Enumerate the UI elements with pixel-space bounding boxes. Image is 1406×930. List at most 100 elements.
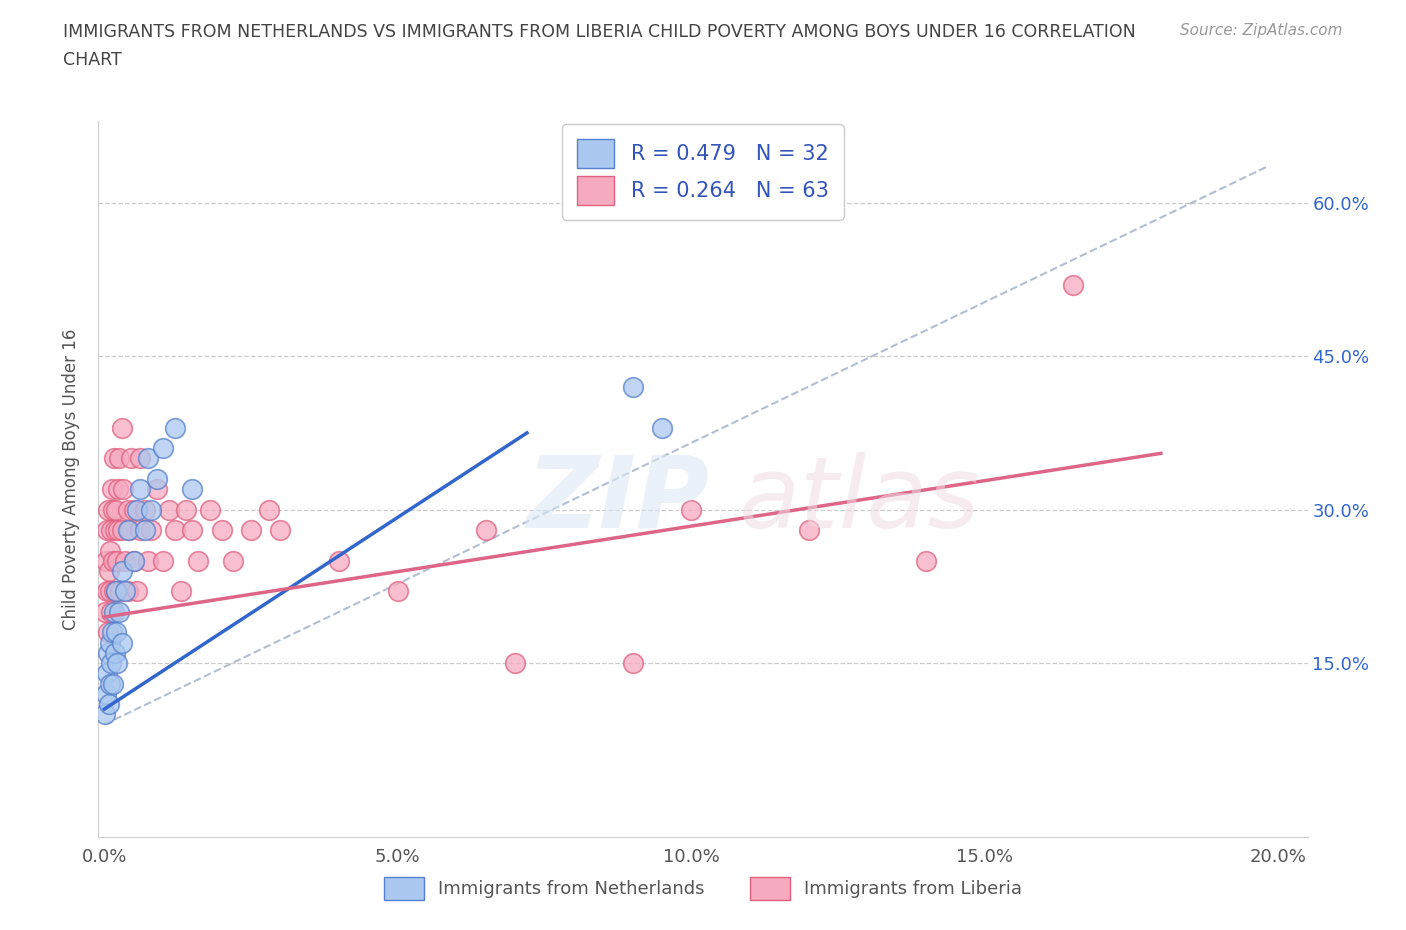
Point [269,523,291,538]
Point [98,635,121,650]
Point [169,584,191,599]
Point [103,584,125,599]
Point [112,482,135,497]
Point [146,472,169,486]
Point [117,502,139,517]
Point [94,553,117,568]
Point [101,625,124,640]
Point [105,584,128,599]
Point [98,584,121,599]
Point [100,523,122,538]
Point [681,502,703,517]
Point [141,523,163,538]
Point [117,523,139,538]
Point [97,502,120,517]
Point [98,543,121,558]
Point [101,676,124,691]
Point [141,502,163,517]
Point [125,584,148,599]
Point [105,625,128,640]
Point [111,635,134,650]
Point [797,523,820,538]
Text: Source: ZipAtlas.com: Source: ZipAtlas.com [1180,23,1343,38]
Point [101,553,124,568]
Point [146,482,169,497]
Point [97,645,120,660]
Point [103,604,125,619]
Point [111,523,134,538]
Legend: Immigrants from Netherlands, Immigrants from Liberia: Immigrants from Netherlands, Immigrants … [377,870,1029,907]
Point [111,564,134,578]
Point [128,523,150,538]
Point [108,451,131,466]
Point [621,379,644,394]
Point [211,523,233,538]
Point [107,482,129,497]
Point [122,502,145,517]
Point [176,502,198,517]
Point [94,604,117,619]
Point [134,502,156,517]
Point [98,697,121,711]
Point [105,656,128,671]
Point [101,482,124,497]
Point [152,553,174,568]
Point [198,502,221,517]
Y-axis label: Child Poverty Among Boys Under 16: Child Poverty Among Boys Under 16 [62,328,80,630]
Point [387,584,409,599]
Legend: R = 0.479   N = 32, R = 0.264   N = 63: R = 0.479 N = 32, R = 0.264 N = 63 [562,125,844,219]
Point [105,502,128,517]
Point [96,523,118,538]
Point [122,553,145,568]
Point [103,451,125,466]
Point [503,656,526,671]
Point [118,523,141,538]
Point [187,553,209,568]
Point [136,451,159,466]
Point [128,482,150,497]
Point [104,523,127,538]
Point [98,676,121,691]
Text: atlas: atlas [740,452,981,549]
Point [915,553,938,568]
Point [98,564,121,578]
Point [96,584,118,599]
Point [96,666,118,681]
Point [108,584,131,599]
Text: ZIP: ZIP [527,452,710,549]
Point [475,523,498,538]
Point [111,420,134,435]
Point [114,584,136,599]
Point [114,553,136,568]
Point [651,420,673,435]
Point [100,604,122,619]
Point [621,656,644,671]
Point [136,553,159,568]
Point [240,523,263,538]
Text: CHART: CHART [63,51,122,69]
Text: IMMIGRANTS FROM NETHERLANDS VS IMMIGRANTS FROM LIBERIA CHILD POVERTY AMONG BOYS : IMMIGRANTS FROM NETHERLANDS VS IMMIGRANT… [63,23,1136,41]
Point [105,553,128,568]
Point [101,502,124,517]
Point [128,451,150,466]
Point [100,656,122,671]
Point [157,502,180,517]
Point [181,523,204,538]
Point [163,523,186,538]
Point [134,523,156,538]
Point [257,502,280,517]
Point [122,553,145,568]
Point [94,686,117,701]
Point [108,604,131,619]
Point [1062,277,1084,292]
Point [97,625,120,640]
Point [163,420,186,435]
Point [125,502,148,517]
Point [117,584,139,599]
Point [152,441,174,456]
Point [120,451,142,466]
Point [105,584,128,599]
Point [181,482,204,497]
Point [107,523,129,538]
Point [94,707,117,722]
